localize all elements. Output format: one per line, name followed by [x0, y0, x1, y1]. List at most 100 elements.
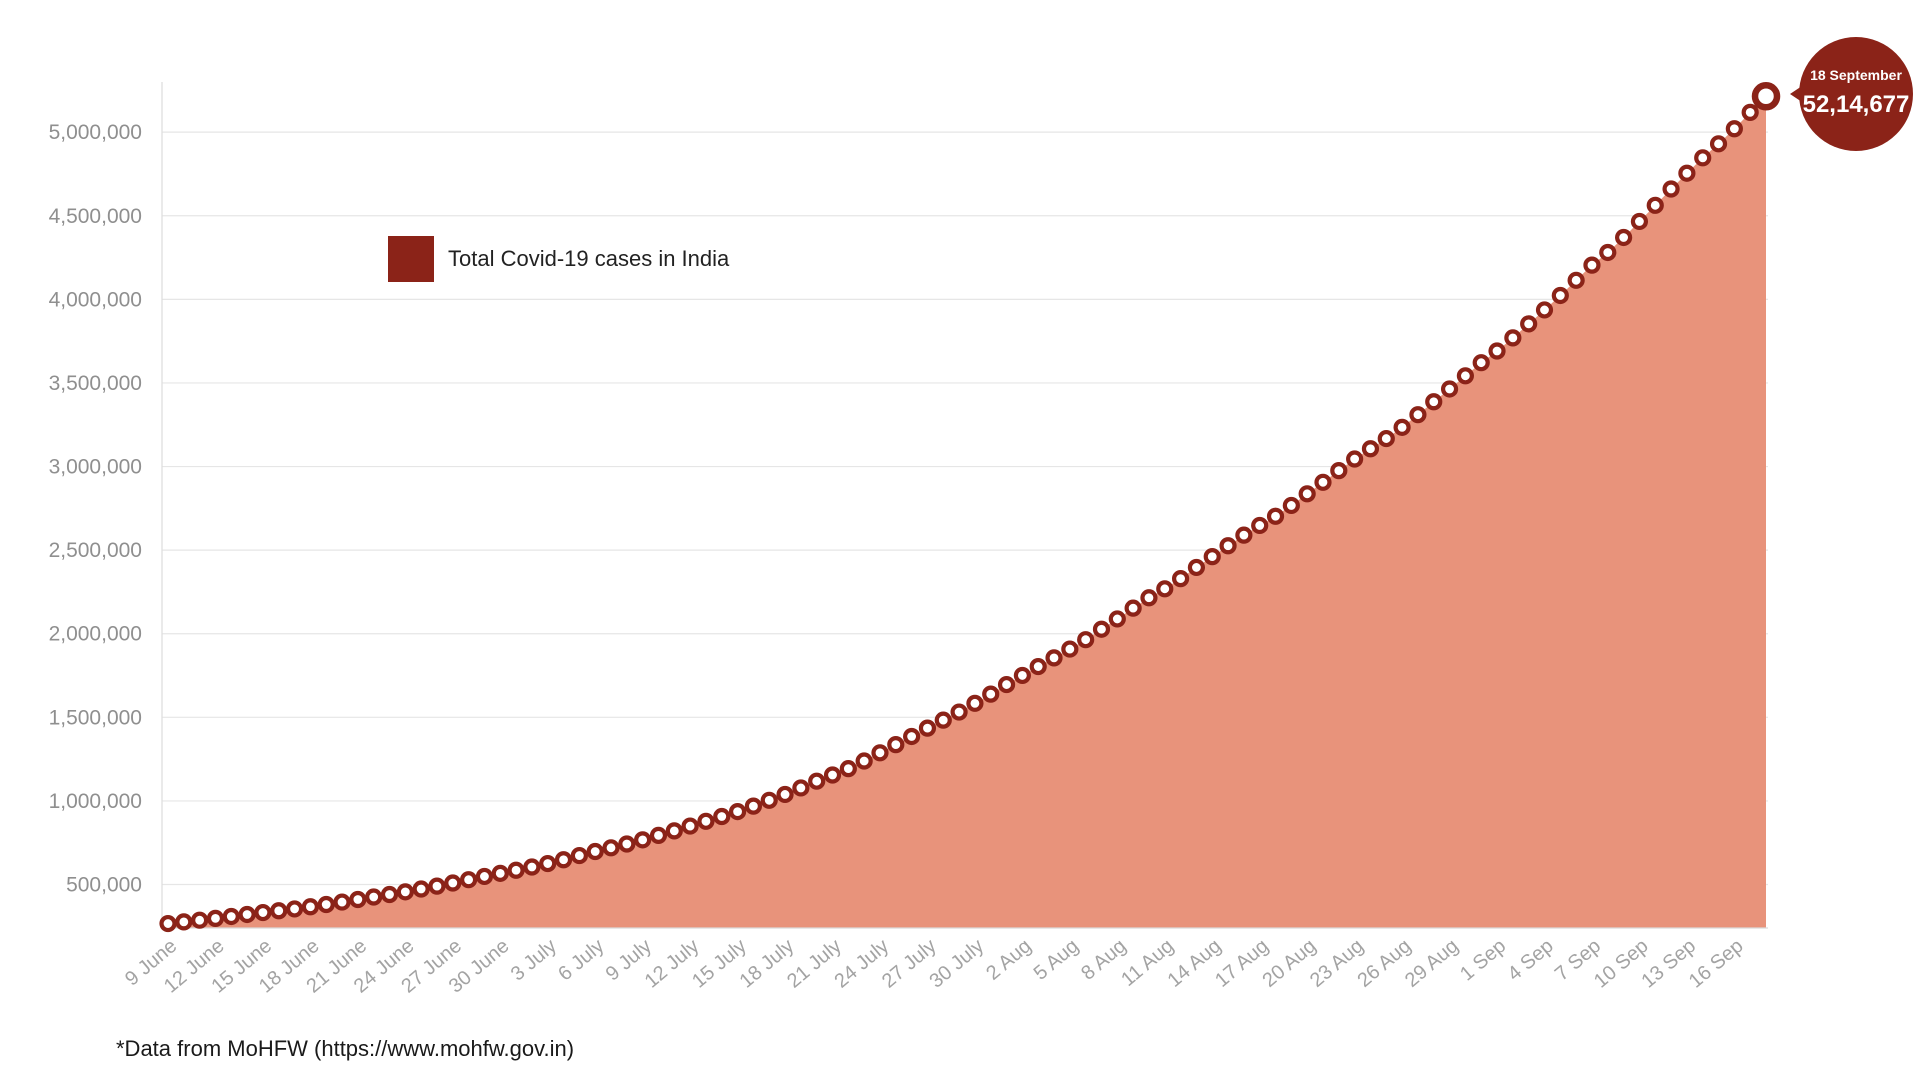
data-point: [1361, 440, 1380, 458]
data-point: [365, 888, 383, 906]
x-tick-label: 3 July: [507, 935, 561, 985]
data-point: [1346, 450, 1364, 468]
data-point: [903, 727, 921, 746]
data-point: [349, 890, 367, 909]
data-point: [1709, 135, 1728, 153]
data-point-last: [1751, 82, 1781, 111]
data-point: [1266, 507, 1285, 525]
data-point: [1646, 196, 1664, 214]
x-tick-label: 6 July: [554, 935, 608, 985]
data-point: [539, 854, 557, 873]
data-point: [697, 812, 715, 830]
data-point: [1219, 537, 1237, 555]
data-point: [1077, 631, 1095, 649]
data-point: [602, 839, 620, 857]
x-tick-label: 5 Aug: [1030, 935, 1083, 985]
x-tick-label: 2 Aug: [982, 935, 1035, 985]
data-point: [1377, 429, 1395, 448]
data-point: [1092, 620, 1111, 638]
data-point: [491, 864, 509, 882]
data-point: [1520, 315, 1538, 333]
data-point: [1108, 610, 1126, 628]
data-point: [428, 877, 446, 895]
data-point: [1061, 640, 1079, 658]
data-point: [507, 861, 525, 879]
callout-value: 52,14,677: [1803, 91, 1910, 118]
area-series: [168, 96, 1766, 929]
data-point: [523, 858, 541, 876]
y-tick-label: 1,000,000: [49, 790, 142, 813]
data-point: [1235, 526, 1253, 544]
y-tick-label: 500,000: [66, 874, 142, 897]
data-point: [1551, 286, 1569, 305]
data-point: [1045, 649, 1063, 667]
data-point: [1741, 103, 1759, 121]
data-point: [776, 785, 794, 804]
data-point: [1029, 657, 1047, 676]
data-point: [1282, 496, 1300, 515]
data-point: [1330, 462, 1348, 480]
data-point: [649, 826, 668, 845]
data-point: [1472, 354, 1490, 372]
data-point: [396, 883, 414, 901]
data-point: [1124, 599, 1142, 617]
x-tick-label: 23 Aug: [1306, 935, 1368, 992]
data-point: [1140, 589, 1158, 607]
data-point: [744, 797, 763, 815]
callout-pointer: [1790, 86, 1802, 102]
data-point: [1630, 212, 1649, 231]
data-point: [1409, 406, 1427, 424]
data-markers: [159, 82, 1781, 933]
data-point: [570, 846, 588, 865]
data-point: [982, 685, 1000, 703]
data-point: [839, 760, 857, 778]
data-point: [966, 694, 984, 712]
data-point: [728, 803, 747, 821]
data-point: [1583, 256, 1601, 274]
data-point: [1187, 558, 1206, 577]
data-point: [681, 817, 699, 835]
data-point: [1251, 516, 1269, 535]
data-point: [1156, 580, 1174, 598]
data-point: [1662, 180, 1680, 198]
data-point: [1725, 120, 1743, 138]
y-tick-label: 2,000,000: [49, 623, 142, 646]
y-tick-label: 1,500,000: [49, 706, 142, 729]
x-tick-label: 1 Sep: [1456, 935, 1510, 985]
data-point: [159, 914, 177, 933]
data-point: [1567, 271, 1585, 289]
data-point: [1456, 367, 1474, 385]
data-point: [333, 893, 351, 911]
data-point: [238, 905, 256, 924]
data-point: [317, 895, 335, 914]
data-point: [206, 909, 225, 927]
data-point: [1535, 301, 1554, 319]
data-point: [855, 752, 873, 770]
data-point: [871, 744, 889, 762]
data-point: [1171, 570, 1190, 588]
y-tick-label: 5,000,000: [49, 121, 142, 144]
legend-label: Total Covid-19 cases in India: [448, 246, 730, 271]
data-point: [175, 913, 193, 931]
y-axis: 500,000 1,000,000 1,500,000 2,000,000 2,500,…: [49, 121, 142, 896]
y-tick-label: 4,000,000: [49, 288, 142, 311]
data-point: [634, 831, 652, 849]
callout: 18 September 52,14,677: [1790, 37, 1913, 151]
data-point: [222, 907, 240, 926]
data-point: [1504, 329, 1522, 347]
data-point: [444, 874, 462, 892]
data-point: [792, 779, 810, 797]
data-point: [1425, 393, 1443, 411]
data-point: [1678, 164, 1696, 182]
legend: Total Covid-19 cases in India: [388, 236, 730, 282]
y-tick-label: 3,000,000: [49, 456, 142, 479]
data-point: [412, 880, 430, 898]
data-point: [475, 867, 494, 886]
data-point: [1599, 243, 1617, 262]
data-point: [934, 711, 952, 729]
data-point: [1203, 548, 1221, 566]
data-point: [460, 871, 478, 889]
data-point: [760, 791, 778, 809]
